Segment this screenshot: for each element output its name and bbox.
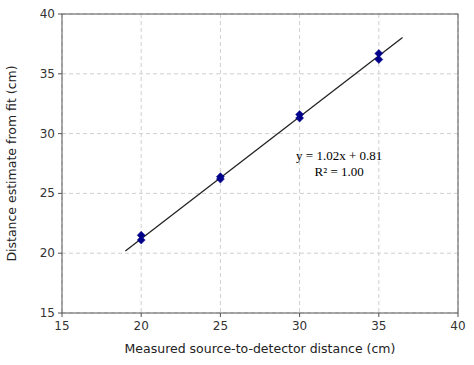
grid-line-y [62,193,458,194]
annotation: y = 1.02x + 0.81R² = 1.00 [296,148,382,179]
x-axis-label: Measured source-to-detector distance (cm… [125,341,396,356]
data-point [296,110,304,118]
plot-background [62,14,458,313]
tick-x [299,313,300,317]
tick-label-y: 15 [40,306,55,320]
tick-x [141,313,142,317]
tick-y [58,133,62,134]
tick-x [220,313,221,317]
tick-x [378,313,379,317]
tick-label-x: 30 [292,319,307,333]
tick-label-y: 25 [40,186,55,200]
data-point [375,49,383,57]
tick-y [58,14,62,15]
grid [62,14,458,313]
tick-y [58,193,62,194]
tick-y [58,253,62,254]
plot-frame [62,14,458,313]
tick-label-y: 20 [40,246,55,260]
tick-label-x: 35 [371,319,386,333]
grid-line-x [141,14,142,313]
grid-line-x [220,14,221,313]
grid-line-y [62,133,458,134]
axes: 15 20 25 30 35 40 15 20 25 30 35 40 [40,7,466,333]
tick-label-x: 15 [54,319,69,333]
chart-svg: 15 20 25 30 35 40 15 20 25 30 35 40 Measured source-… [0,0,474,365]
tick-label-y: 30 [40,127,55,141]
data-point [137,231,145,239]
tick-x [458,313,459,317]
tick-label-x: 25 [213,319,228,333]
grid-line-x [299,14,300,313]
tick-label-y: 35 [40,67,55,81]
tick-x [62,313,63,317]
annotation-text: R² = 1.00 [315,164,364,179]
chart-container: 15 20 25 30 35 40 15 20 25 30 35 40 Measured source-… [0,0,474,365]
tick-label-y: 40 [40,7,55,21]
tick-y [58,313,62,314]
marks [125,37,402,250]
tick-label-x: 20 [134,319,149,333]
fit-line [125,37,402,250]
y-axis-label: Distance estimate from fit (cm) [4,65,19,261]
annotation-text: y = 1.02x + 0.81 [296,148,382,163]
tick-y [58,73,62,74]
grid-line-y [62,253,458,254]
data-point [216,173,224,181]
tick-label-x: 40 [450,319,465,333]
grid-line-y [62,73,458,74]
